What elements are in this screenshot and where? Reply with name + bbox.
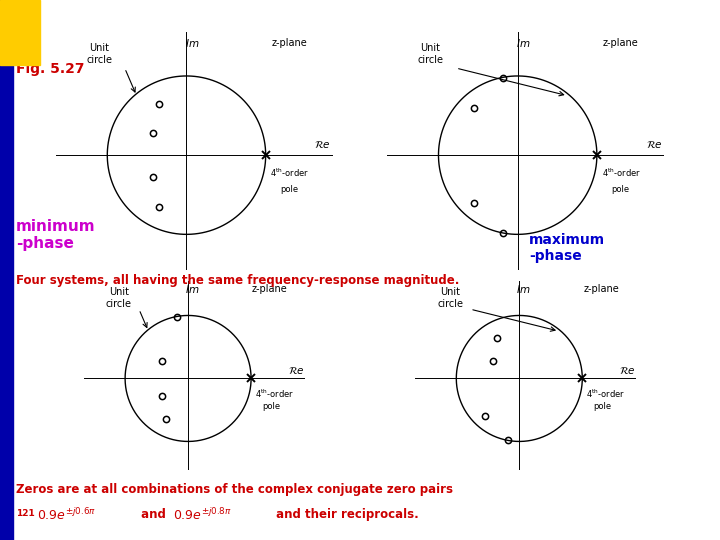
- Text: $\mathcal{R}e$: $\mathcal{R}e$: [619, 364, 636, 376]
- Text: z-plane: z-plane: [603, 38, 639, 48]
- Text: Unit
circle: Unit circle: [106, 287, 132, 309]
- Text: and: and: [137, 508, 170, 521]
- Text: Zeros are at all combinations of the complex conjugate zero pairs: Zeros are at all combinations of the com…: [16, 483, 453, 496]
- Text: pole: pole: [280, 185, 298, 194]
- Text: Unit
circle: Unit circle: [418, 43, 444, 65]
- Text: $0.9e^{\pm j0.6\pi}$: $0.9e^{\pm j0.6\pi}$: [37, 508, 96, 523]
- Text: $0.9e^{\pm j0.8\pi}$: $0.9e^{\pm j0.8\pi}$: [173, 508, 232, 523]
- Text: $\mathit{Im}$: $\mathit{Im}$: [185, 283, 199, 295]
- Text: $4^{\rm th}$-order: $4^{\rm th}$-order: [255, 388, 294, 400]
- Text: Unit
circle: Unit circle: [86, 43, 112, 65]
- Text: $\mathit{Im}$: $\mathit{Im}$: [516, 37, 531, 49]
- Text: maximum
-phase: maximum -phase: [529, 233, 606, 264]
- Text: pole: pole: [593, 402, 612, 411]
- Text: z-plane: z-plane: [271, 38, 307, 48]
- Text: z-plane: z-plane: [252, 284, 288, 294]
- Text: $\mathcal{R}e$: $\mathcal{R}e$: [315, 139, 331, 150]
- Text: Four systems, all having the same frequency-response magnitude.: Four systems, all having the same freque…: [16, 274, 459, 287]
- Text: $4^{\rm th}$-order: $4^{\rm th}$-order: [586, 388, 625, 400]
- Text: $\mathit{Im}$: $\mathit{Im}$: [185, 37, 199, 49]
- Text: Unit
circle: Unit circle: [437, 287, 463, 309]
- Text: $4^{\rm th}$-order: $4^{\rm th}$-order: [271, 167, 310, 179]
- Text: 121: 121: [16, 509, 35, 518]
- Text: minimum
-phase: minimum -phase: [16, 219, 96, 251]
- Text: $\mathit{Im}$: $\mathit{Im}$: [516, 283, 531, 295]
- Text: and their reciprocals.: and their reciprocals.: [272, 508, 419, 521]
- Text: pole: pole: [611, 185, 629, 194]
- Text: z-plane: z-plane: [583, 284, 619, 294]
- Text: $\mathcal{R}e$: $\mathcal{R}e$: [646, 139, 662, 150]
- Text: pole: pole: [262, 402, 281, 411]
- Text: $\mathcal{R}e$: $\mathcal{R}e$: [288, 364, 305, 376]
- Text: Fig. 5.27: Fig. 5.27: [16, 62, 84, 76]
- Text: $4^{\rm th}$-order: $4^{\rm th}$-order: [602, 167, 641, 179]
